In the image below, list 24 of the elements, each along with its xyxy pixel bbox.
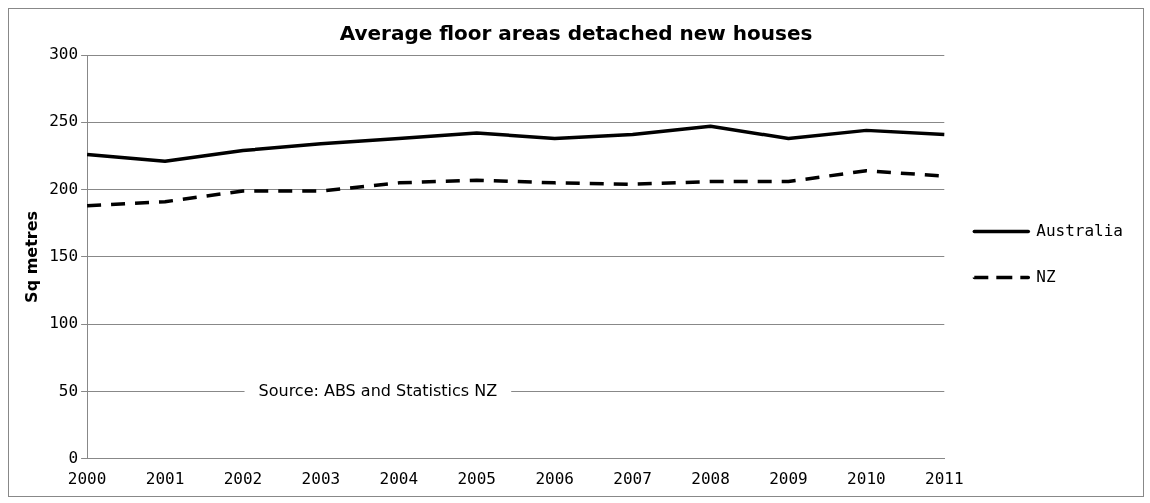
x-tick-label: 2008 bbox=[691, 468, 730, 488]
x-tick-label: 2000 bbox=[67, 468, 107, 488]
y-tick-label: 250 bbox=[49, 111, 79, 131]
y-axis-title: Sq metres bbox=[21, 210, 41, 303]
x-tick-label: 2009 bbox=[769, 468, 808, 488]
y-tick-label: 100 bbox=[49, 313, 79, 333]
x-tick-label: 2001 bbox=[145, 468, 185, 488]
annotation: Source: ABS and Statistics NZ bbox=[258, 380, 498, 400]
x-tick-label: 2011 bbox=[925, 468, 964, 488]
y-tick-label: 200 bbox=[49, 178, 79, 198]
x-tick-label: 2005 bbox=[457, 468, 496, 488]
x-tick-label: 2003 bbox=[301, 468, 341, 488]
legend-label: Australia bbox=[1036, 220, 1124, 240]
x-tick-label: 2007 bbox=[613, 468, 652, 488]
x-tick-label: 2010 bbox=[847, 468, 886, 488]
y-tick-label: 150 bbox=[49, 246, 79, 266]
legend-label: NZ bbox=[1036, 266, 1056, 286]
y-tick-label: 50 bbox=[58, 380, 79, 400]
y-tick-label: 300 bbox=[49, 44, 79, 64]
x-tick-label: 2004 bbox=[379, 468, 419, 488]
x-tick-label: 2002 bbox=[223, 468, 263, 488]
x-tick-label: 2006 bbox=[535, 468, 574, 488]
chart-title: Average floor areas detached new houses bbox=[339, 21, 813, 46]
y-tick-label: 0 bbox=[68, 447, 79, 467]
